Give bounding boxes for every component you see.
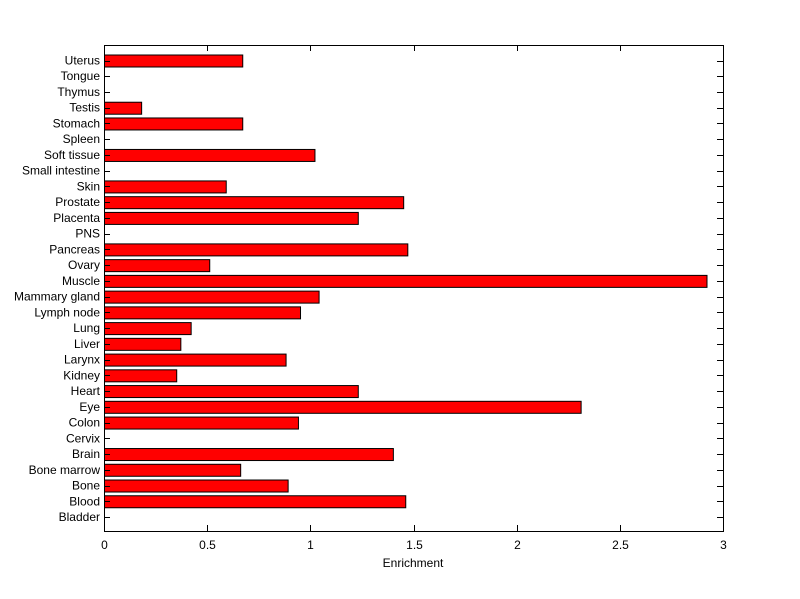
y-tick-label: Bone marrow <box>29 463 101 477</box>
bar-lymph-node <box>104 306 302 320</box>
y-tick-label: Skin <box>77 179 100 193</box>
bar-kidney <box>104 369 178 383</box>
bar-muscle <box>104 274 708 288</box>
y-tick-label: Lung <box>73 321 100 335</box>
y-tick-label: PNS <box>75 227 100 241</box>
bar-soft-tissue <box>104 148 316 162</box>
bar-mammary-gland <box>104 290 320 304</box>
y-tick-label: Testis <box>69 101 100 115</box>
bar-prostate <box>104 196 405 210</box>
y-tick-label: Bladder <box>59 510 100 524</box>
y-tick-label: Thymus <box>57 85 100 99</box>
y-tick-label: Muscle <box>62 274 100 288</box>
bar-bone-marrow <box>104 463 242 477</box>
x-tick-label: 0 <box>101 538 108 552</box>
y-tick-label: Colon <box>69 416 100 430</box>
bar-brain <box>104 448 394 462</box>
x-tick-label: 0.5 <box>199 538 216 552</box>
y-tick-label: Brain <box>72 447 100 461</box>
plot-frame <box>104 45 724 532</box>
y-tick-label: Placenta <box>53 211 100 225</box>
x-axis-label: Enrichment <box>383 556 444 570</box>
x-tick-label: 3 <box>720 538 727 552</box>
y-tick-label: Prostate <box>55 195 100 209</box>
bar-heart <box>104 385 359 399</box>
bar-skin <box>104 180 227 194</box>
y-tick-label: Stomach <box>53 116 100 130</box>
y-tick-label: Uterus <box>65 54 100 68</box>
bar-uterus <box>104 54 244 68</box>
x-tick-label: 1 <box>307 538 314 552</box>
y-tick-label: Blood <box>69 494 100 508</box>
bar-lung <box>104 322 192 336</box>
y-tick-label: Mammary gland <box>14 290 100 304</box>
y-tick-label: Small intestine <box>22 164 100 178</box>
bar-colon <box>104 416 299 430</box>
y-tick-label: Cervix <box>66 431 100 445</box>
y-tick-label: Ovary <box>68 258 100 272</box>
y-tick-label: Spleen <box>63 132 100 146</box>
ticks-layer <box>104 45 724 531</box>
bar-blood <box>104 495 407 509</box>
bar-pancreas <box>104 243 409 257</box>
bar-placenta <box>104 211 359 225</box>
y-tick-label: Soft tissue <box>44 148 100 162</box>
bar-bone <box>104 479 289 493</box>
bar-testis <box>104 101 143 115</box>
y-tick-label: Liver <box>74 337 100 351</box>
y-tick-label: Lymph node <box>34 305 100 319</box>
x-tick-label: 2 <box>514 538 521 552</box>
x-tick-label: 2.5 <box>612 538 629 552</box>
y-tick-label: Bone <box>72 479 100 493</box>
bar-eye <box>104 400 582 414</box>
y-tick-label: Heart <box>71 384 101 398</box>
y-tick-label: Eye <box>79 400 100 414</box>
y-tick-label: Tongue <box>61 69 101 83</box>
y-tick-label: Kidney <box>63 368 100 382</box>
bar-stomach <box>104 117 244 131</box>
y-tick-label: Pancreas <box>49 242 100 256</box>
y-tick-label: Larynx <box>64 353 100 367</box>
x-tick-label: 1.5 <box>406 538 423 552</box>
bar-ovary <box>104 259 211 273</box>
bar-liver <box>104 337 182 351</box>
bar-larynx <box>104 353 287 367</box>
